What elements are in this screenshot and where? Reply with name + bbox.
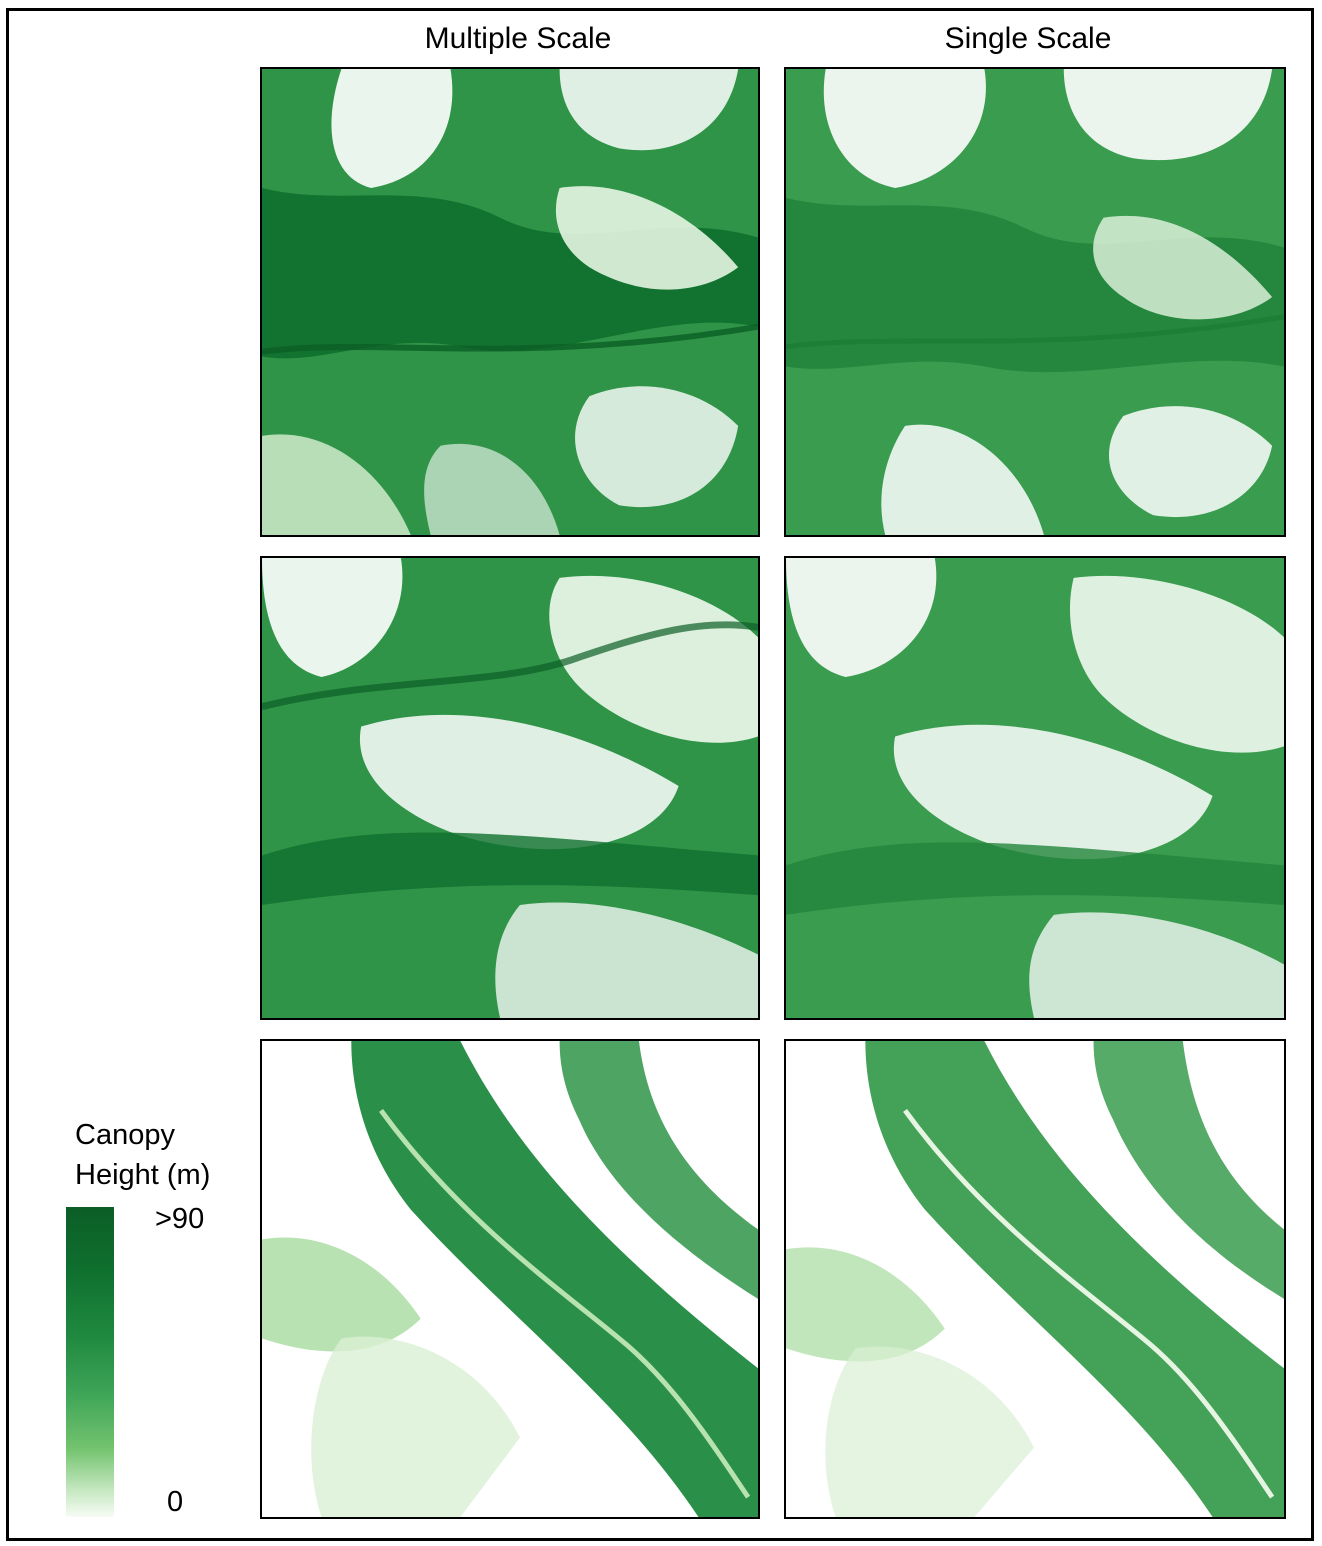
legend-title-line2: Height (m) xyxy=(75,1159,211,1191)
canopy-height-map-image xyxy=(786,1041,1284,1517)
canopy-height-map-image xyxy=(786,69,1284,535)
column-title-multiple-scale: Multiple Scale xyxy=(424,22,612,55)
canopy-height-map-image xyxy=(786,558,1284,1018)
canopy-height-map-image xyxy=(262,558,758,1018)
map-panel-single-scale-row1 xyxy=(784,67,1286,537)
canopy-height-map-image xyxy=(262,1041,758,1517)
figure-frame xyxy=(6,8,1314,1541)
map-panel-multiple-scale-row3 xyxy=(260,1039,760,1519)
map-panel-single-scale-row3 xyxy=(784,1039,1286,1519)
map-panel-multiple-scale-row1 xyxy=(260,67,760,537)
map-panel-single-scale-row2 xyxy=(784,556,1286,1020)
canopy-height-map-image xyxy=(262,69,758,535)
colorbar-max-label: >90 xyxy=(155,1203,205,1235)
colorbar-min-label: 0 xyxy=(167,1486,184,1518)
colorbar xyxy=(66,1207,114,1517)
legend-title: Canopy Height (m) xyxy=(75,1115,210,1195)
map-panel-multiple-scale-row2 xyxy=(260,556,760,1020)
legend-title-line1: Canopy xyxy=(75,1119,175,1151)
column-title-single-scale: Single Scale xyxy=(944,22,1112,55)
